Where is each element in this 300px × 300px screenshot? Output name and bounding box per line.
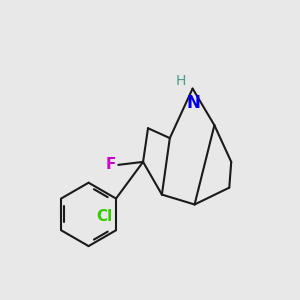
Text: Cl: Cl: [96, 209, 112, 224]
Text: N: N: [187, 94, 200, 112]
Text: H: H: [176, 74, 186, 88]
Text: F: F: [106, 158, 116, 172]
